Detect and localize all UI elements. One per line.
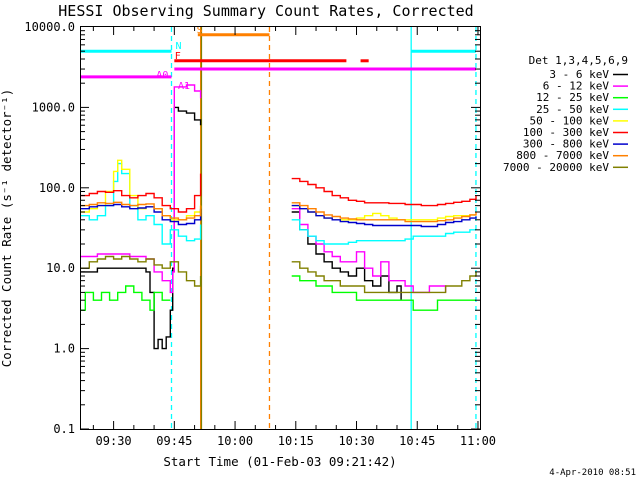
legend-entry-4: 25 - 50 keV bbox=[536, 103, 609, 116]
y-tick-label: 10.0 bbox=[46, 261, 75, 275]
x-tick-label: 09:45 bbox=[156, 434, 192, 448]
plot-frame bbox=[80, 26, 481, 430]
flag-label-f: F bbox=[175, 51, 181, 62]
series-line-1-seg-2 bbox=[291, 211, 402, 301]
series-line-8-seg-1 bbox=[80, 201, 202, 221]
legend-entry-3: 12 - 25 keV bbox=[536, 91, 609, 104]
y-axis: 0.1 1.0 10.0 100.0 1000.0 10000.0 bbox=[24, 20, 480, 436]
y-tick-label: 1000.0 bbox=[32, 100, 75, 114]
x-tick-label: 10:45 bbox=[399, 434, 435, 448]
x-axis-label: Start Time (01-Feb-03 09:21:42) bbox=[163, 454, 396, 469]
x-tick-label: 09:30 bbox=[96, 434, 132, 448]
x-tick-label: 10:30 bbox=[338, 434, 374, 448]
y-tick-label: 1.0 bbox=[53, 342, 75, 356]
series-line-6-seg-1 bbox=[80, 173, 202, 213]
x-axis: 09:30 09:45 10:00 10:15 10:30 10:45 11:00 bbox=[92, 27, 496, 448]
series-line-8-seg-2 bbox=[291, 202, 477, 223]
legend-entry-5: 50 - 100 keV bbox=[530, 114, 610, 127]
flag-label-s: S bbox=[197, 25, 203, 36]
chart-title: HESSI Observing Summary Count Rates, Cor… bbox=[58, 2, 473, 20]
flag-label-n: N bbox=[176, 41, 182, 52]
x-tick-label: 10:15 bbox=[278, 434, 314, 448]
series-line-4-seg-2 bbox=[291, 219, 476, 245]
series-line-2-seg-1 bbox=[80, 84, 202, 294]
x-tick-label: 10:00 bbox=[217, 434, 253, 448]
series-line-7-seg-2 bbox=[291, 204, 477, 228]
series-line-7-seg-1 bbox=[80, 203, 202, 226]
legend-entry-2: 6 - 12 keV bbox=[543, 80, 610, 93]
y-tick-label: 100.0 bbox=[39, 181, 75, 195]
series-line-9-seg-1 bbox=[80, 255, 202, 287]
series-line-4-seg-1 bbox=[80, 162, 202, 245]
y-axis-label: Corrected Count Rate (s⁻¹ detector⁻¹) bbox=[0, 89, 14, 367]
legend-title: Det 1,3,4,5,6,9 bbox=[529, 54, 628, 67]
series-line-9-seg-2 bbox=[291, 261, 477, 294]
series-line-1-seg-1 bbox=[80, 106, 202, 350]
x-tick-label: 11:00 bbox=[460, 434, 496, 448]
y-tick-label: 10000.0 bbox=[24, 20, 75, 34]
y-tick-label: 0.1 bbox=[53, 422, 75, 436]
legend-entry-6: 100 - 300 keV bbox=[523, 126, 609, 139]
legend-entry-8: 800 - 7000 keV bbox=[516, 149, 609, 162]
timestamp: 4-Apr-2010 08:51 bbox=[549, 468, 636, 478]
legend-entry-1: 3 - 6 keV bbox=[549, 68, 609, 81]
legend-entry-9: 7000 - 20000 keV bbox=[503, 161, 609, 174]
series-line-6-seg-2 bbox=[291, 177, 477, 207]
series-line-3-seg-1 bbox=[80, 285, 171, 311]
series-line-5-seg-2 bbox=[291, 204, 476, 221]
series-line-5-seg-1 bbox=[80, 159, 202, 221]
legend-entry-7: 300 - 800 keV bbox=[523, 138, 609, 151]
series-line-3-seg-2 bbox=[291, 275, 476, 311]
plot-area: NSFA0A1 bbox=[80, 25, 477, 429]
